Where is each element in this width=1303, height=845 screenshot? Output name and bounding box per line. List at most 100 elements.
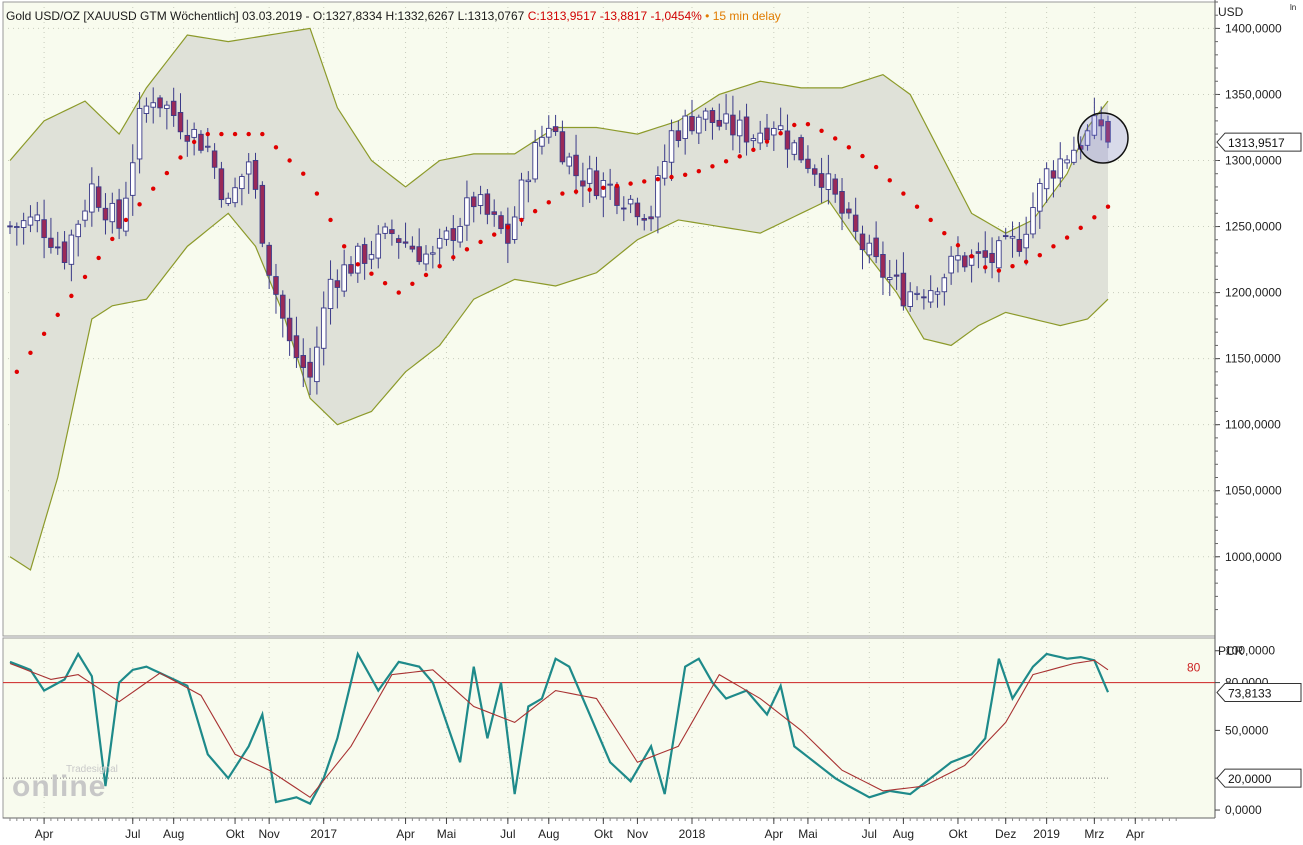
candle [852,197,859,241]
candle-body [143,105,150,114]
candle-body [730,114,736,136]
candle [361,237,368,280]
bollinger-upper [9,27,1109,234]
sar-dot [532,208,538,214]
candle-body [682,115,688,139]
candle [1098,106,1104,141]
sar-dot [1064,235,1070,240]
price-tick-label: 1350,0000 [1225,87,1282,101]
candle-body [927,290,934,303]
sar-dot [28,350,33,356]
candle-body [1009,235,1016,239]
candle [805,145,811,174]
candle-body [648,216,654,220]
candle-body [893,274,900,277]
candle [1050,160,1057,198]
candle-body [443,230,450,240]
candle-body [61,241,68,263]
candle [300,338,307,388]
candle [839,178,845,231]
candle [573,134,579,195]
candle-body [532,142,538,180]
candle [184,119,191,157]
candle-body [1071,149,1077,163]
sar-dot [519,217,524,223]
candle [546,115,552,144]
candle [416,228,422,265]
candle [791,139,798,161]
candle [498,211,504,234]
candle-body [709,110,716,123]
candle-body [307,361,313,378]
candle-body [621,207,627,210]
time-tick-label: Nov [627,827,648,841]
candle [327,260,334,325]
candle [866,234,873,264]
candle [211,143,218,179]
candle-body [818,173,825,188]
candle-body [546,127,552,138]
candle [689,99,695,135]
sar-dot [355,262,361,267]
candle [245,153,252,194]
candle-body [164,104,170,109]
candle-body [477,194,484,206]
sar-dot [928,217,933,223]
candle-body [668,130,675,163]
sar-dot [914,204,920,209]
sar-dot [191,139,197,145]
candle-body [130,162,136,196]
price-tick-label: 1000,0000 [1225,550,1282,564]
time-tick-label: 2017 [310,827,337,841]
candle-body [27,216,34,226]
candle-body [20,220,27,228]
candle-body [825,173,832,190]
candle-body [54,246,61,249]
candle-body [975,251,982,254]
candle-body [7,225,13,228]
candle [123,181,129,237]
candle [709,107,716,140]
sar-dot [955,243,961,248]
candle-body [341,264,347,292]
candle-body [955,255,961,261]
candle-body [941,277,948,293]
candle [61,231,68,270]
candle [130,144,136,216]
candle-body [948,255,954,274]
time-tick-label: Apr [764,827,783,841]
time-tick-label: Apr [396,827,415,841]
candle-body [805,158,811,169]
candle-body [368,254,375,260]
candle-body [430,252,436,255]
candles [7,87,1111,396]
sar-dot [601,185,606,191]
sar-dot [628,181,633,186]
candle-body [764,127,770,141]
candle-body [934,291,941,295]
header-close: C:1313,9517 -13,8817 -1,0454% [527,9,702,23]
sar-dot [492,232,497,237]
candle [696,114,702,145]
candle [784,114,791,168]
candle [934,287,941,308]
candle-body [334,280,341,288]
candle-body [921,296,927,299]
candle-body [852,214,859,232]
candle-body [191,128,197,138]
candle [320,291,327,366]
sar-dot [396,290,401,295]
sar-dot [819,128,824,133]
candle [702,107,709,131]
candle [157,95,163,118]
candle-body [634,202,641,218]
candle [307,347,313,396]
candle-body [136,108,143,160]
candle [430,245,436,269]
candle-body [900,272,907,307]
sar-dot [846,145,852,150]
sar-dot [369,271,374,276]
candle [314,326,320,395]
level-20-tag [1216,768,1302,788]
